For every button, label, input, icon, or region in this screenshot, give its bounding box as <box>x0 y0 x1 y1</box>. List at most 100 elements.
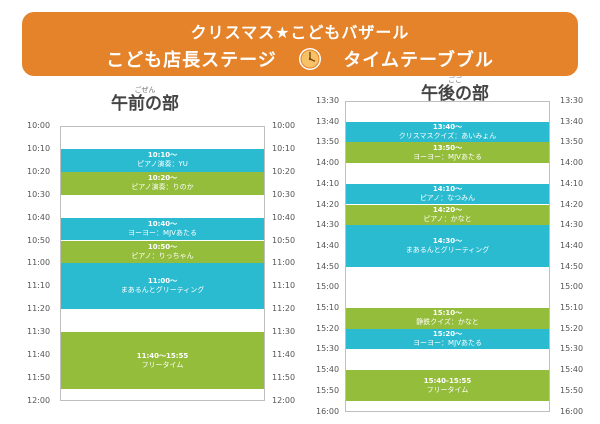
afternoon-tick-right: 16:00 <box>560 406 584 416</box>
morning-tick-right: 10:30 <box>272 189 296 199</box>
event-title: ピアノ：かなと <box>423 214 472 223</box>
event-title: ヨーヨー：MJVあたる <box>413 339 482 348</box>
afternoon-tick-left: 14:50 <box>316 261 340 271</box>
event-time: 15:20～ <box>432 330 463 339</box>
morning-event-block: 11:40～15:55 フリータイム <box>61 332 264 390</box>
event-title: まあるんとグリーティング <box>405 245 490 254</box>
afternoon-tick-left: 13:30 <box>316 96 340 105</box>
event-time: 11:40～15:55 <box>136 351 189 360</box>
afternoon-tick-right: 14:10 <box>560 178 584 188</box>
afternoon-tick-left: 15:30 <box>316 344 340 354</box>
morning-tick-right: 11:00 <box>272 258 296 268</box>
event-title: フリータイム <box>141 360 184 369</box>
morning-tick-left: 10:10 <box>27 143 51 153</box>
afternoon-tick-right: 14:40 <box>560 240 584 250</box>
event-time: 14:30～ <box>432 236 463 245</box>
morning-tick-left: 12:00 <box>27 395 51 405</box>
stage-title: こども店長ステージ タイムテーブブル <box>22 46 578 72</box>
afternoon-tick-left: 15:10 <box>316 303 340 312</box>
morning-tick-left: 11:40 <box>27 350 51 359</box>
afternoon-tick-right: 14:20 <box>560 199 584 209</box>
event-time: 15:10～ <box>432 309 463 318</box>
title-banner: クリスマス★こどもバザール こども店長ステージ タイムテーブブル <box>22 12 578 76</box>
morning-tick-left: 10:40 <box>27 212 51 222</box>
morning-tick-right: 10:20 <box>272 166 296 176</box>
event-time: 13:50～ <box>432 143 463 152</box>
morning-heading: ごぜん 午前の部 <box>100 86 190 114</box>
afternoon-event-block: 15:40-15:55 フリータイム <box>346 370 549 402</box>
morning-tick-left: 10:00 <box>27 121 51 130</box>
afternoon-heading-text: 午後の部 <box>421 84 489 104</box>
afternoon-tick-right: 15:50 <box>560 385 584 395</box>
event-time: 10:20～ <box>147 174 178 183</box>
event-title: まあるんとグリーティング <box>120 286 205 295</box>
morning-event-block: 10:10～ ピアノ演奏：YU <box>61 148 264 172</box>
morning-heading-text: 午前の部 <box>111 94 179 114</box>
event-time: 15:40-15:55 <box>423 376 472 385</box>
morning-tick-right: 11:40 <box>272 350 296 359</box>
event-title: ピアノ演奏：りのか <box>131 183 194 192</box>
event-title: ピアノ：りっちゃん <box>131 251 194 260</box>
afternoon-tick-left: 14:40 <box>316 240 340 250</box>
event-time: 11:00～ <box>147 277 178 286</box>
afternoon-tick-left: 15:20 <box>316 323 340 333</box>
event-title: 静鉄クイズ：かなと <box>416 318 479 327</box>
morning-tick-right: 11:30 <box>272 327 296 337</box>
stage-title-right: タイムテーブブル <box>343 50 494 71</box>
morning-tick-left: 11:30 <box>27 327 51 337</box>
afternoon-tick-left: 14:20 <box>316 199 340 209</box>
afternoon-tick-right: 15:20 <box>560 323 584 333</box>
morning-tick-right: 11:20 <box>272 304 296 314</box>
event-title: ピアノ：なつみん <box>419 194 476 203</box>
morning-event-block: 10:50～ ピアノ：りっちゃん <box>61 240 264 264</box>
afternoon-tick-left: 14:30 <box>316 220 340 230</box>
event-title: ピアノ演奏：YU <box>137 160 188 169</box>
event-title: クリスマスクイズ：あいみょん <box>398 132 497 141</box>
afternoon-tick-right: 14:50 <box>560 261 584 271</box>
morning-tick-right: 11:10 <box>272 281 296 291</box>
event-title: ヨーヨー：MJVあたる <box>413 152 482 161</box>
afternoon-tick-left: 15:50 <box>316 385 340 395</box>
afternoon-tick-right: 15:00 <box>560 282 584 292</box>
morning-tick-left: 11:10 <box>27 281 51 291</box>
afternoon-tick-left: 13:40 <box>316 116 340 126</box>
stage-title-left: こども店長ステージ <box>106 50 277 71</box>
afternoon-tick-left: 15:00 <box>316 282 340 292</box>
afternoon-tick-left: 15:40 <box>316 365 340 375</box>
morning-tick-left: 10:20 <box>27 166 51 176</box>
event-time: 14:20～ <box>432 205 463 214</box>
morning-ruby: ごぜん <box>134 86 156 94</box>
morning-tick-right: 11:50 <box>272 372 296 382</box>
event-time: 10:50～ <box>147 242 178 251</box>
afternoon-tick-left: 14:10 <box>316 178 340 188</box>
morning-tick-right: 12:00 <box>272 395 296 405</box>
morning-tick-left: 11:20 <box>27 304 51 314</box>
afternoon-tick-right: 15:30 <box>560 344 584 354</box>
morning-tick-left: 11:50 <box>27 372 51 382</box>
afternoon-tick-right: 15:10 <box>560 303 584 312</box>
afternoon-event-block: 15:10～ 静鉄クイズ：かなと <box>346 308 549 329</box>
morning-event-block: 10:20～ ピアノ演奏：りのか <box>61 171 264 195</box>
afternoon-tick-left: 13:50 <box>316 137 340 147</box>
event-title: クリスマス★こどもバザール <box>190 23 410 42</box>
afternoon-tick-right: 14:00 <box>560 158 584 168</box>
morning-tick-right: 10:50 <box>272 235 296 245</box>
event-title: フリータイム <box>426 385 469 394</box>
afternoon-tick-left: 14:00 <box>316 158 340 168</box>
event-time: 14:10～ <box>432 185 463 194</box>
morning-tick-right: 10:10 <box>272 143 296 153</box>
afternoon-event-block: 14:10～ ピアノ：なつみん <box>346 183 549 205</box>
event-time: 13:40～ <box>432 123 463 132</box>
morning-event-block: 10:40～ ヨーヨー：MJVあたる <box>61 217 264 241</box>
morning-event-block: 11:00～ まあるんとグリーティング <box>61 263 264 310</box>
afternoon-event-block: 13:40～ クリスマスクイズ：あいみょん <box>346 121 549 143</box>
afternoon-event-block: 13:50～ ヨーヨー：MJVあたる <box>346 142 549 164</box>
afternoon-ruby: ごご <box>448 76 462 84</box>
afternoon-event-block: 15:20～ ヨーヨー：MJVあたる <box>346 328 549 350</box>
event-time: 10:40～ <box>147 220 178 229</box>
afternoon-tick-right: 13:50 <box>560 137 584 147</box>
afternoon-tick-right: 13:30 <box>560 96 584 105</box>
afternoon-heading: ごご 午後の部 <box>410 76 500 104</box>
event-title: ヨーヨー：MJVあたる <box>128 229 197 238</box>
afternoon-event-block: 14:20～ ピアノ：かなと <box>346 204 549 226</box>
